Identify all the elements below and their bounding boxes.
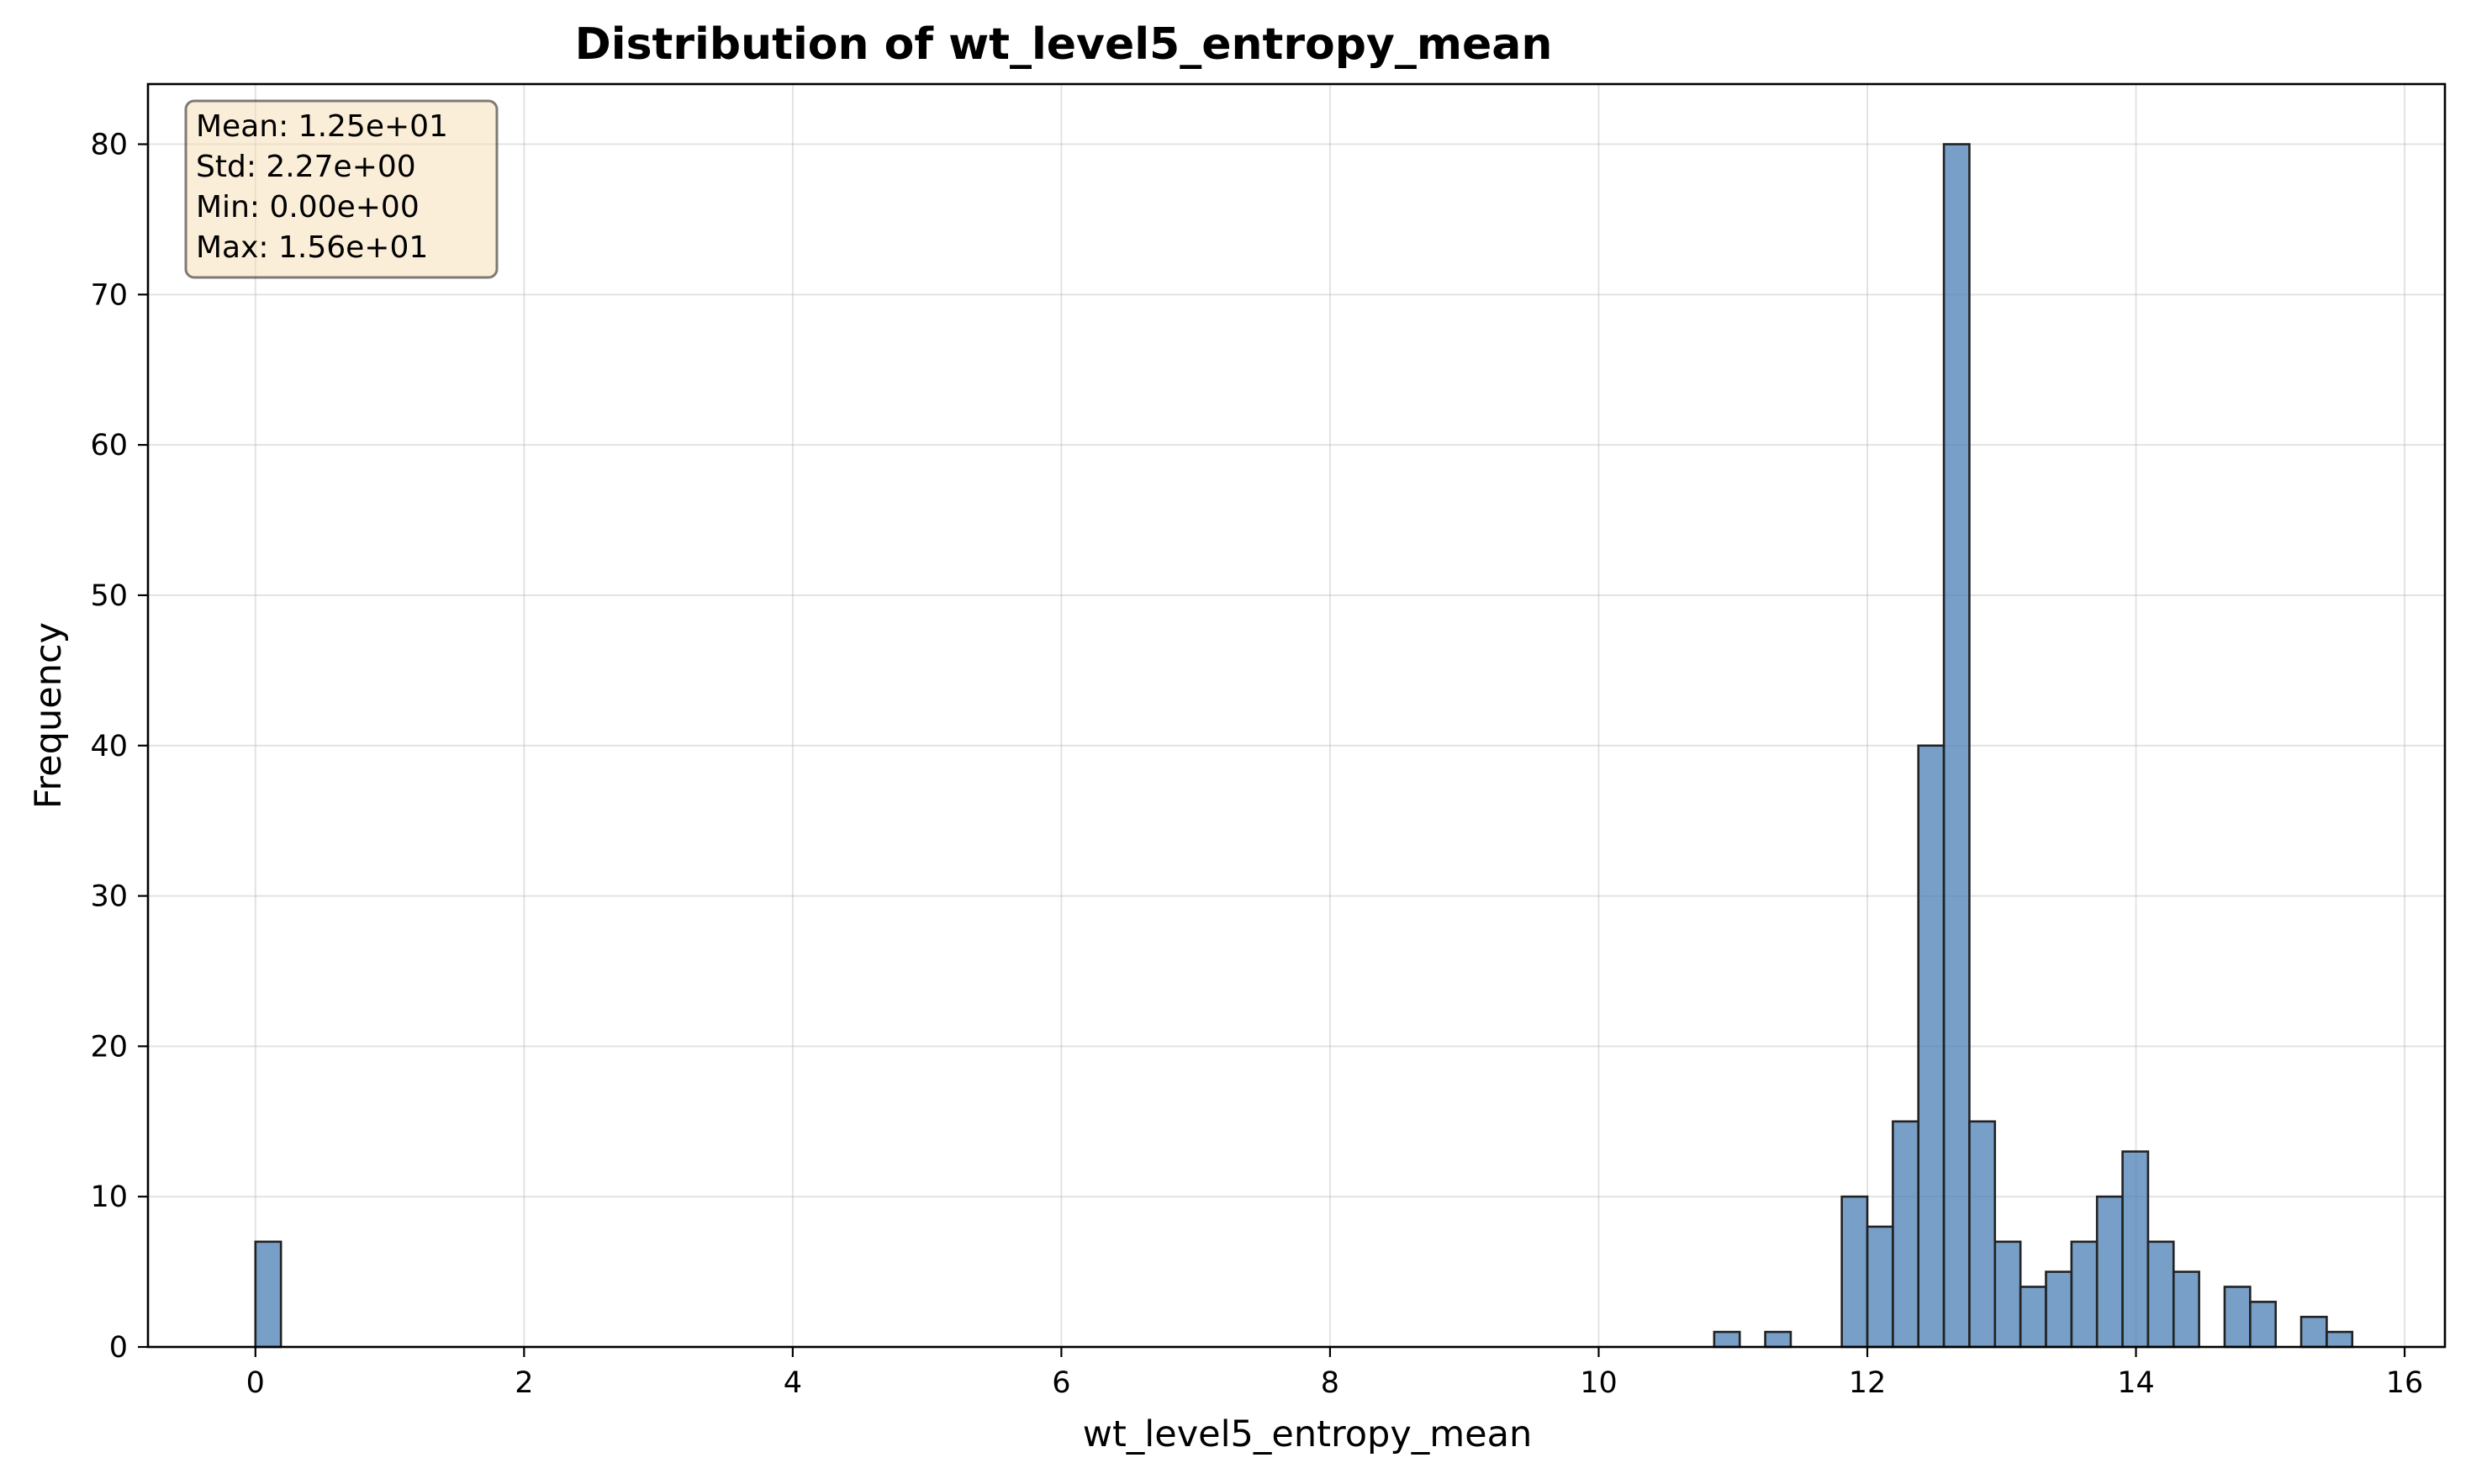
y-tick-label: 50: [90, 579, 128, 613]
histogram-bar: [2121, 1150, 2150, 1349]
y-tick-label: 30: [90, 880, 128, 914]
y-tick-label: 60: [90, 429, 128, 462]
histogram-bar: [2249, 1301, 2277, 1349]
x-tick-label: 4: [784, 1366, 802, 1400]
stats-line-std: Std: 2.27e+00: [196, 150, 416, 184]
x-tick-label: 12: [1849, 1366, 1887, 1400]
histogram-bars: [254, 143, 2354, 1349]
histogram-bar: [254, 1240, 282, 1349]
histogram-bar: [2172, 1270, 2200, 1349]
x-axis-label: wt_level5_entropy_mean: [1083, 1413, 1532, 1455]
histogram-bar: [2019, 1286, 2047, 1349]
histogram-bar: [1968, 1120, 1997, 1349]
histogram-bar: [2146, 1240, 2175, 1349]
histogram-bar: [2326, 1330, 2354, 1349]
stats-box-background: [184, 99, 499, 279]
y-tick-label: 0: [109, 1331, 128, 1365]
histogram-bar: [1713, 1330, 1741, 1349]
histogram-bar: [1840, 1195, 1869, 1349]
y-axis-label: Frequency: [28, 622, 70, 809]
histogram-bar: [1917, 744, 1946, 1349]
histogram-bar: [1764, 1330, 1792, 1349]
stats-line-min: Min: 0.00e+00: [196, 190, 420, 224]
x-tick-label: 2: [515, 1366, 533, 1400]
histogram-bar: [1866, 1225, 1894, 1349]
x-tick-label: 6: [1052, 1366, 1070, 1400]
x-axis-ticks: 0 2 4 6 8 10 12 14 16: [246, 1347, 2424, 1400]
histogram-bar: [2299, 1315, 2328, 1349]
y-tick-label: 10: [90, 1180, 128, 1214]
histogram-bar: [1942, 143, 1971, 1349]
y-tick-label: 70: [90, 278, 128, 312]
stats-line-mean: Mean: 1.25e+01: [196, 109, 448, 144]
histogram-bar: [2070, 1240, 2099, 1349]
y-tick-label: 20: [90, 1030, 128, 1064]
chart-title: Distribution of wt_level5_entropy_mean: [575, 19, 1553, 70]
y-axis-ticks: 0 10 20 30 40 50 60 70 80: [90, 129, 148, 1365]
histogram-bar: [2095, 1195, 2124, 1349]
x-tick-label: 0: [246, 1366, 265, 1400]
stats-line-max: Max: 1.56e+01: [196, 230, 428, 265]
histogram-bar: [1892, 1120, 1920, 1349]
stats-box: Mean: 1.25e+01 Std: 2.27e+00 Min: 0.00e+…: [184, 99, 499, 279]
plot-area-frame: [146, 82, 2447, 1349]
histogram-bar: [1993, 1240, 2022, 1349]
x-tick-label: 8: [1321, 1366, 1339, 1400]
histogram-bar: [2223, 1286, 2252, 1349]
x-tick-label: 16: [2386, 1366, 2424, 1400]
y-tick-label: 40: [90, 730, 128, 763]
x-tick-label: 10: [1580, 1366, 1618, 1400]
x-tick-label: 14: [2117, 1366, 2155, 1400]
histogram-bar: [2045, 1270, 2073, 1349]
y-tick-label: 80: [90, 129, 128, 162]
